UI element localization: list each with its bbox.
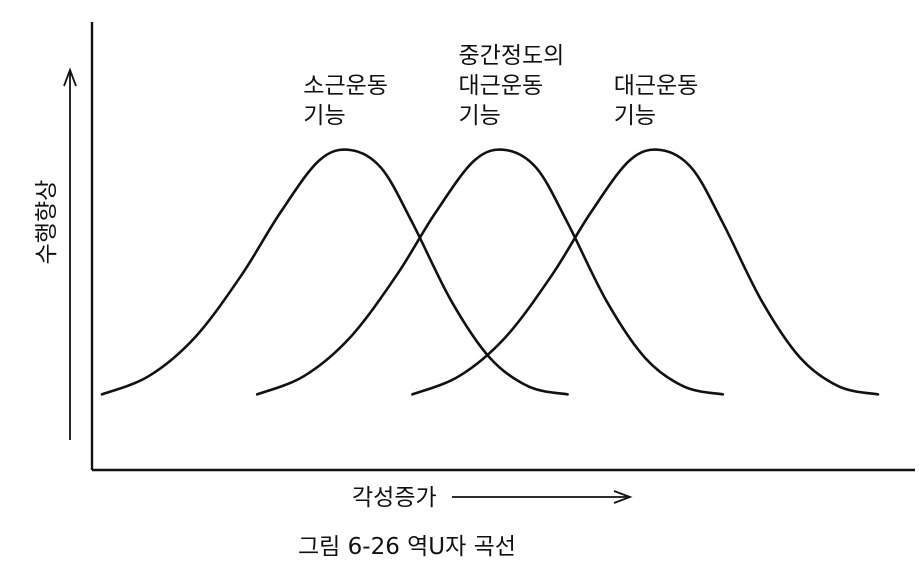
curve-series-3: [411, 148, 880, 396]
series-label-1-line-1: 소근운동: [303, 73, 388, 99]
series-label-3-line-2: 기능: [614, 103, 656, 129]
series-label-2-line-1: 중간정도의: [459, 43, 565, 69]
curves-group: [100, 148, 880, 396]
series-label-1-line-2: 기능: [303, 103, 345, 129]
curve-series-2: [255, 148, 725, 396]
series-label-3-line-1: 대근운동: [614, 73, 699, 99]
y-axis-label: 수행향상: [34, 180, 60, 265]
figure-caption: 그림 6-26 역U자 곡선: [298, 534, 516, 560]
series-label-2-line-2: 대근운동: [459, 73, 544, 99]
series-label-2-line-3: 기능: [459, 103, 501, 129]
y-label-arrowhead: [63, 67, 77, 87]
curve-series-1: [100, 148, 569, 396]
x-label-arrowhead: [613, 490, 633, 504]
x-axis-label: 각성증가: [352, 485, 437, 511]
